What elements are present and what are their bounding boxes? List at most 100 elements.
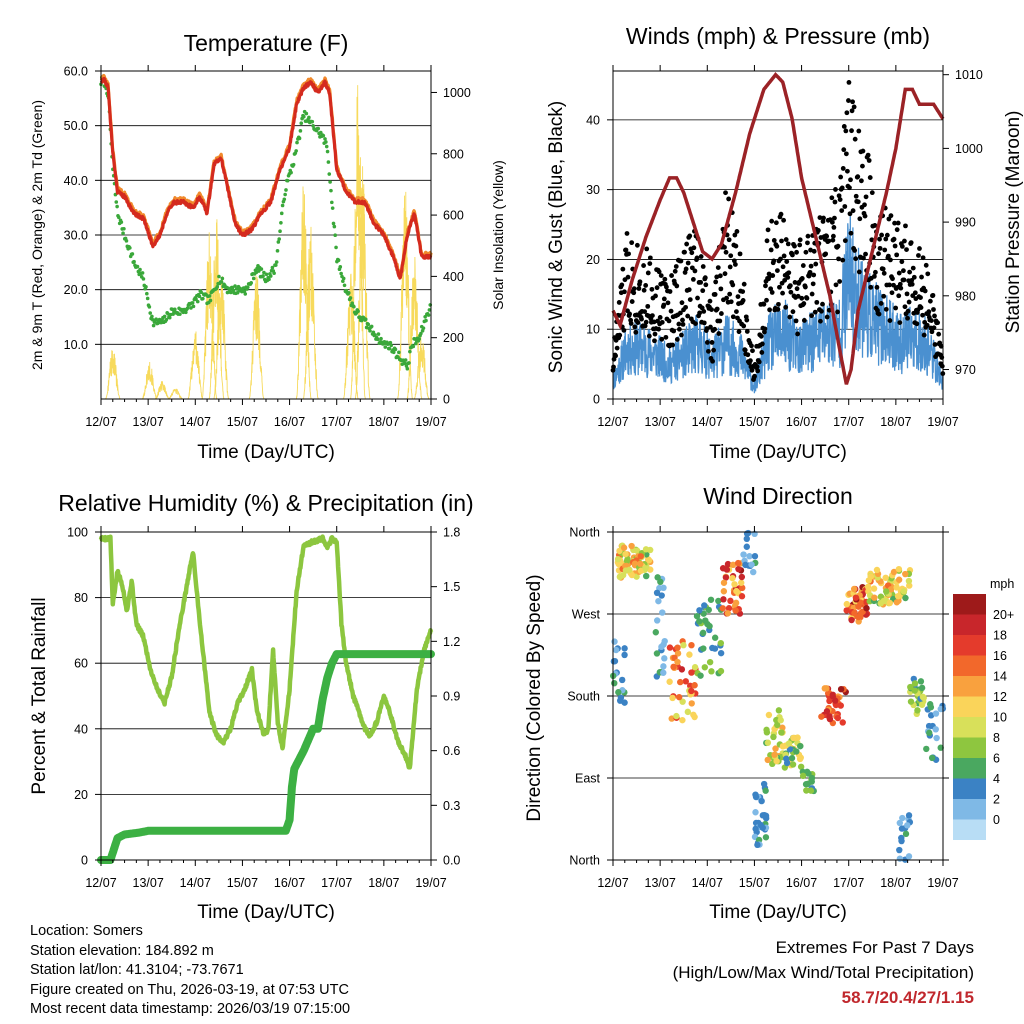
- wind-direction-point: [674, 644, 681, 651]
- gust-point: [761, 301, 767, 307]
- y-tick-label: South: [567, 690, 600, 704]
- dewpoint-point: [338, 265, 343, 269]
- wind-direction-point: [907, 698, 915, 705]
- gust-point: [836, 256, 841, 262]
- y2-tick-label: 400: [443, 270, 464, 284]
- gust-point: [830, 233, 836, 239]
- dewpoint-point: [274, 260, 279, 264]
- wind-direction-point: [701, 602, 708, 609]
- wind-direction-point: [808, 778, 815, 785]
- dewpoint-point: [387, 346, 392, 351]
- dewpoint-point: [383, 345, 388, 349]
- wind-direction-point: [837, 685, 845, 693]
- y-tick-label: 40.0: [64, 174, 88, 188]
- gust-point: [877, 236, 882, 242]
- wind-direction-point: [770, 733, 777, 741]
- legend-label: 20+: [993, 608, 1014, 622]
- gust-point: [726, 237, 732, 243]
- station-info: Location: Somers Station elevation: 184.…: [30, 922, 350, 1020]
- gust-point: [792, 279, 798, 285]
- wind-direction-point: [893, 599, 900, 606]
- dewpoint-point: [147, 305, 152, 309]
- wind-direction-point: [611, 679, 618, 687]
- gust-point: [685, 313, 691, 319]
- gust-point: [684, 241, 690, 247]
- wind-direction-point: [763, 726, 770, 734]
- dewpoint-point: [294, 149, 298, 153]
- gust-point: [629, 299, 635, 304]
- gust-point: [778, 256, 783, 262]
- gust-point: [748, 358, 753, 364]
- gust-point: [768, 247, 774, 253]
- dewpoint-point: [304, 111, 309, 116]
- wind-direction-point: [852, 594, 860, 601]
- gust-point: [853, 256, 859, 262]
- wind-direction-point: [743, 543, 750, 550]
- solar-insolation-line: [406, 256, 423, 400]
- temperature-title: Temperature (F): [184, 30, 349, 56]
- gust-point: [645, 270, 651, 276]
- gust-point: [876, 311, 882, 317]
- dewpoint-point: [348, 296, 353, 300]
- gust-point: [856, 269, 862, 275]
- gust-point: [611, 364, 616, 370]
- dewpoint-point: [316, 126, 321, 131]
- wind-direction-point: [887, 586, 895, 593]
- wind-direction-point: [778, 729, 785, 736]
- gust-point: [849, 108, 855, 114]
- wind-direction-point: [898, 837, 905, 845]
- gust-point: [745, 352, 751, 358]
- legend-label: 0: [993, 813, 1000, 827]
- y-tick-label: 30.0: [64, 229, 88, 243]
- wind-direction-point: [883, 588, 890, 595]
- gust-point: [882, 247, 888, 253]
- gust-point: [652, 338, 657, 344]
- y-tick-label: North: [569, 854, 600, 868]
- gust-point: [771, 258, 777, 264]
- gust-point: [736, 329, 742, 335]
- gust-point: [621, 327, 627, 333]
- wind-direction-point: [725, 605, 733, 612]
- gust-point: [838, 174, 844, 180]
- legend-label: 18: [993, 629, 1007, 643]
- gust-point: [634, 242, 640, 248]
- gust-point: [631, 286, 637, 292]
- gust-point: [905, 315, 910, 321]
- x-tick-label: 16/07: [786, 876, 817, 890]
- wind-direction-point: [928, 754, 936, 762]
- gust-point: [840, 257, 846, 263]
- dewpoint-point: [323, 137, 327, 141]
- wind-direction-point: [666, 644, 674, 651]
- gust-point: [628, 321, 634, 326]
- solar-insolation-line: [104, 350, 121, 400]
- wind-direction-point: [691, 682, 698, 689]
- gust-point: [892, 220, 897, 226]
- wind-direction-point: [653, 589, 661, 597]
- gust-point: [683, 266, 689, 272]
- wind-direction-point: [871, 594, 878, 601]
- wind-direction-point: [757, 821, 764, 829]
- wind-direction-point: [717, 667, 725, 675]
- gust-point: [790, 252, 795, 258]
- gust-point: [672, 268, 678, 274]
- wind-direction-point: [637, 553, 645, 560]
- gust-point: [759, 341, 765, 347]
- dewpoint-point: [393, 347, 398, 352]
- x-tick-label: 19/07: [927, 415, 958, 429]
- x-tick-label: 18/07: [880, 876, 911, 890]
- dewpoint-point: [352, 304, 356, 309]
- wind-direction-point: [628, 542, 635, 550]
- legend-swatch: [953, 778, 986, 799]
- gust-point: [661, 302, 667, 308]
- dewpoint-point: [291, 162, 296, 167]
- gust-point: [847, 185, 852, 191]
- wind-direction-point: [735, 565, 742, 573]
- dewpoint-point: [375, 337, 380, 342]
- x-tick-label: 19/07: [415, 415, 446, 429]
- dewpoint-point: [311, 124, 315, 128]
- solar-insolation-line: [413, 334, 430, 400]
- dewpoint-point: [280, 203, 285, 208]
- gust-point: [623, 247, 629, 253]
- gust-point: [787, 314, 793, 320]
- legend-swatch: [953, 635, 986, 656]
